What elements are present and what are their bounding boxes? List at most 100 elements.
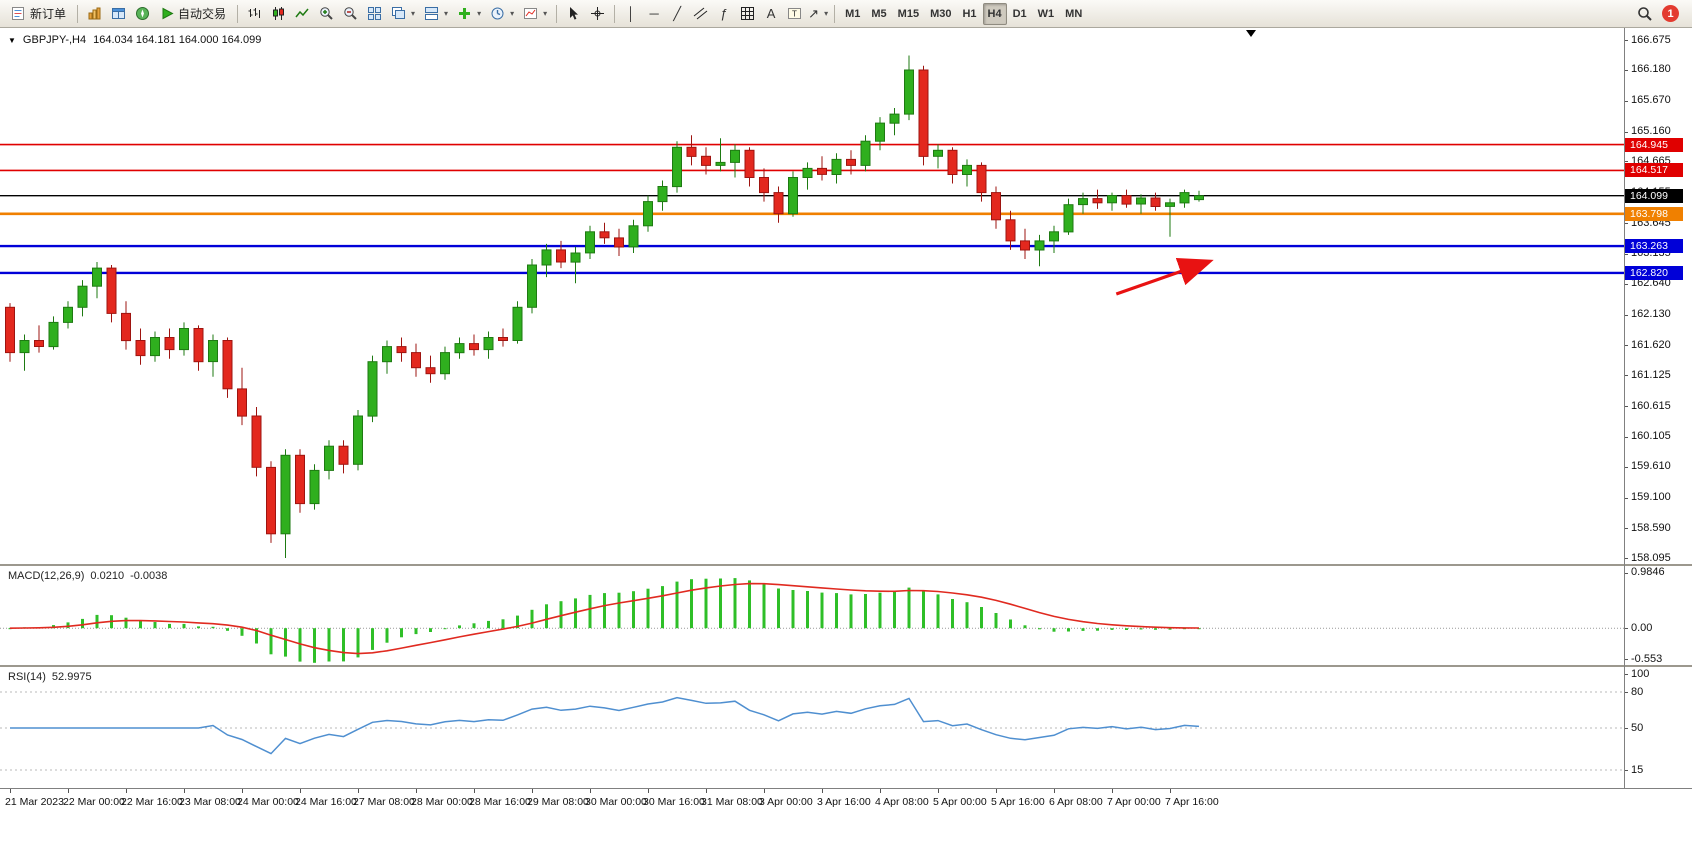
time-tick bbox=[300, 789, 301, 793]
time-tick bbox=[648, 789, 649, 793]
candlestick-chart-button[interactable] bbox=[267, 3, 290, 25]
time-axis-label: 27 Mar 08:00 bbox=[353, 796, 415, 808]
dropdown-caret-icon: ▾ bbox=[510, 9, 515, 18]
timeframe-w1-button[interactable]: W1 bbox=[1037, 7, 1055, 20]
axis-label: 165.670 bbox=[1631, 94, 1671, 107]
timeframe-m1-button[interactable]: M1 bbox=[845, 7, 861, 20]
macd-signal-value: -0.0038 bbox=[130, 570, 168, 582]
new-order-label: 新订单 bbox=[30, 7, 67, 21]
time-axis[interactable]: 21 Mar 2023 22 Mar 00:00 22 Mar 16:00 23 Ma… bbox=[0, 789, 1692, 815]
rsi-name: RSI(14) bbox=[8, 671, 46, 683]
axis-label: 160.615 bbox=[1631, 399, 1671, 412]
time-axis-line bbox=[0, 788, 1692, 789]
price-badge-bid-price: 164.099 bbox=[1625, 188, 1683, 203]
text-label-icon: T bbox=[787, 6, 802, 21]
arrange-windows-button[interactable]: ▾ bbox=[420, 3, 452, 25]
rsi-panel[interactable] bbox=[0, 668, 1692, 788]
chart-dropdown-icon[interactable]: ▼ bbox=[8, 35, 16, 45]
navigator-button[interactable] bbox=[131, 3, 154, 25]
bar-chart-icon bbox=[247, 6, 262, 21]
crosshair-icon bbox=[590, 6, 605, 21]
price-axis[interactable]: 166.675166.180165.670165.160164.665164.1… bbox=[1625, 28, 1692, 788]
shapes-button[interactable] bbox=[736, 3, 759, 25]
text-label-button[interactable]: T bbox=[783, 3, 806, 25]
panel-separator-rsi[interactable] bbox=[0, 665, 1692, 667]
time-tick bbox=[358, 789, 359, 793]
axis-tick bbox=[1625, 253, 1628, 255]
timeframe-mn-button[interactable]: MN bbox=[1065, 7, 1083, 20]
templates-button[interactable]: ▾ bbox=[519, 3, 551, 25]
tile-windows-icon bbox=[367, 6, 382, 21]
time-axis-label: 5 Apr 16:00 bbox=[991, 796, 1045, 808]
dropdown-caret-icon: ▾ bbox=[477, 9, 482, 18]
vertical-line-button[interactable]: │ bbox=[627, 6, 636, 21]
main-chart-panel[interactable] bbox=[0, 28, 1692, 564]
shapes-grid-icon bbox=[740, 6, 755, 21]
price-badge-resistance-164945: 164.945 bbox=[1625, 137, 1683, 152]
chart-shift-marker[interactable] bbox=[1246, 30, 1256, 37]
axis-label: 15 bbox=[1631, 763, 1644, 776]
macd-signal-line bbox=[9, 582, 1200, 655]
cascade-windows-icon bbox=[391, 6, 406, 21]
time-axis-label: 7 Apr 00:00 bbox=[1107, 796, 1161, 808]
axis-label: 166.180 bbox=[1631, 63, 1671, 76]
fibonacci-button[interactable]: ƒ bbox=[720, 6, 728, 21]
axis-tick bbox=[1625, 692, 1628, 693]
axis-tick bbox=[1625, 100, 1628, 102]
add-indicator-button[interactable]: ▾ bbox=[453, 3, 485, 25]
axis-label: 161.125 bbox=[1631, 368, 1671, 381]
line-chart-button[interactable] bbox=[291, 3, 314, 25]
price-axis-line bbox=[1624, 28, 1625, 788]
macd-name: MACD(12,26,9) bbox=[8, 570, 85, 582]
panel-separator-macd[interactable] bbox=[0, 564, 1692, 566]
axis-tick bbox=[1625, 161, 1628, 163]
macd-panel[interactable] bbox=[0, 567, 1692, 665]
new-order-button[interactable]: 新订单 bbox=[5, 3, 72, 25]
horizontal-line-button[interactable]: ─ bbox=[649, 6, 659, 21]
time-axis-label: 7 Apr 16:00 bbox=[1165, 796, 1219, 808]
timeframe-h1-button[interactable]: H1 bbox=[962, 7, 977, 20]
time-tick bbox=[184, 789, 185, 793]
time-tick bbox=[10, 789, 11, 793]
time-axis-label: 3 Apr 00:00 bbox=[759, 796, 813, 808]
add-indicator-plus-icon bbox=[457, 6, 472, 21]
time-tick bbox=[996, 789, 997, 793]
axis-label: 161.620 bbox=[1631, 338, 1671, 351]
data-window-button[interactable] bbox=[107, 3, 130, 25]
search-button[interactable] bbox=[1633, 3, 1657, 25]
trendline-button[interactable]: ╱ bbox=[673, 5, 682, 21]
tile-windows-button[interactable] bbox=[363, 3, 386, 25]
time-axis-label: 6 Apr 08:00 bbox=[1049, 796, 1103, 808]
periods-button[interactable]: ▾ bbox=[486, 3, 518, 25]
time-axis-label: 5 Apr 00:00 bbox=[933, 796, 987, 808]
line-chart-icon bbox=[295, 6, 310, 21]
notification-badge[interactable]: 1 bbox=[1662, 5, 1679, 22]
autotrading-button[interactable]: 自动交易 bbox=[155, 3, 232, 25]
zoom-in-button[interactable] bbox=[315, 3, 338, 25]
time-axis-label: 21 Mar 2023 bbox=[5, 796, 64, 808]
axis-tick bbox=[1625, 345, 1628, 347]
bar-chart-button[interactable] bbox=[243, 3, 266, 25]
annotation-arrow[interactable] bbox=[1115, 257, 1214, 296]
time-axis-label: 24 Mar 00:00 bbox=[237, 796, 299, 808]
timeframe-m5-button[interactable]: M5 bbox=[871, 7, 887, 20]
toolbar-separator bbox=[556, 4, 558, 23]
axis-tick bbox=[1625, 674, 1628, 675]
crosshair-button[interactable] bbox=[586, 3, 609, 25]
market-watch-button[interactable] bbox=[83, 3, 106, 25]
cascade-windows-button[interactable]: ▾ bbox=[387, 3, 419, 25]
time-tick bbox=[474, 789, 475, 793]
axis-tick bbox=[1625, 558, 1628, 560]
timeframe-h4-button[interactable]: H4 bbox=[982, 2, 1007, 25]
arrows-tool-button[interactable]: ↗ ▾ bbox=[808, 5, 829, 21]
timeframe-d1-button[interactable]: D1 bbox=[1012, 7, 1027, 20]
text-button[interactable]: A bbox=[766, 6, 776, 21]
equidistant-channel-button[interactable] bbox=[689, 3, 712, 25]
zoom-out-button[interactable] bbox=[339, 3, 362, 25]
timeframe-m15-button[interactable]: M15 bbox=[897, 7, 920, 20]
time-tick bbox=[1170, 789, 1171, 793]
cursor-button[interactable] bbox=[562, 3, 585, 25]
macd-main-value: 0.0210 bbox=[90, 570, 125, 582]
axis-label: 165.160 bbox=[1631, 125, 1671, 138]
timeframe-m30-button[interactable]: M30 bbox=[930, 7, 952, 20]
